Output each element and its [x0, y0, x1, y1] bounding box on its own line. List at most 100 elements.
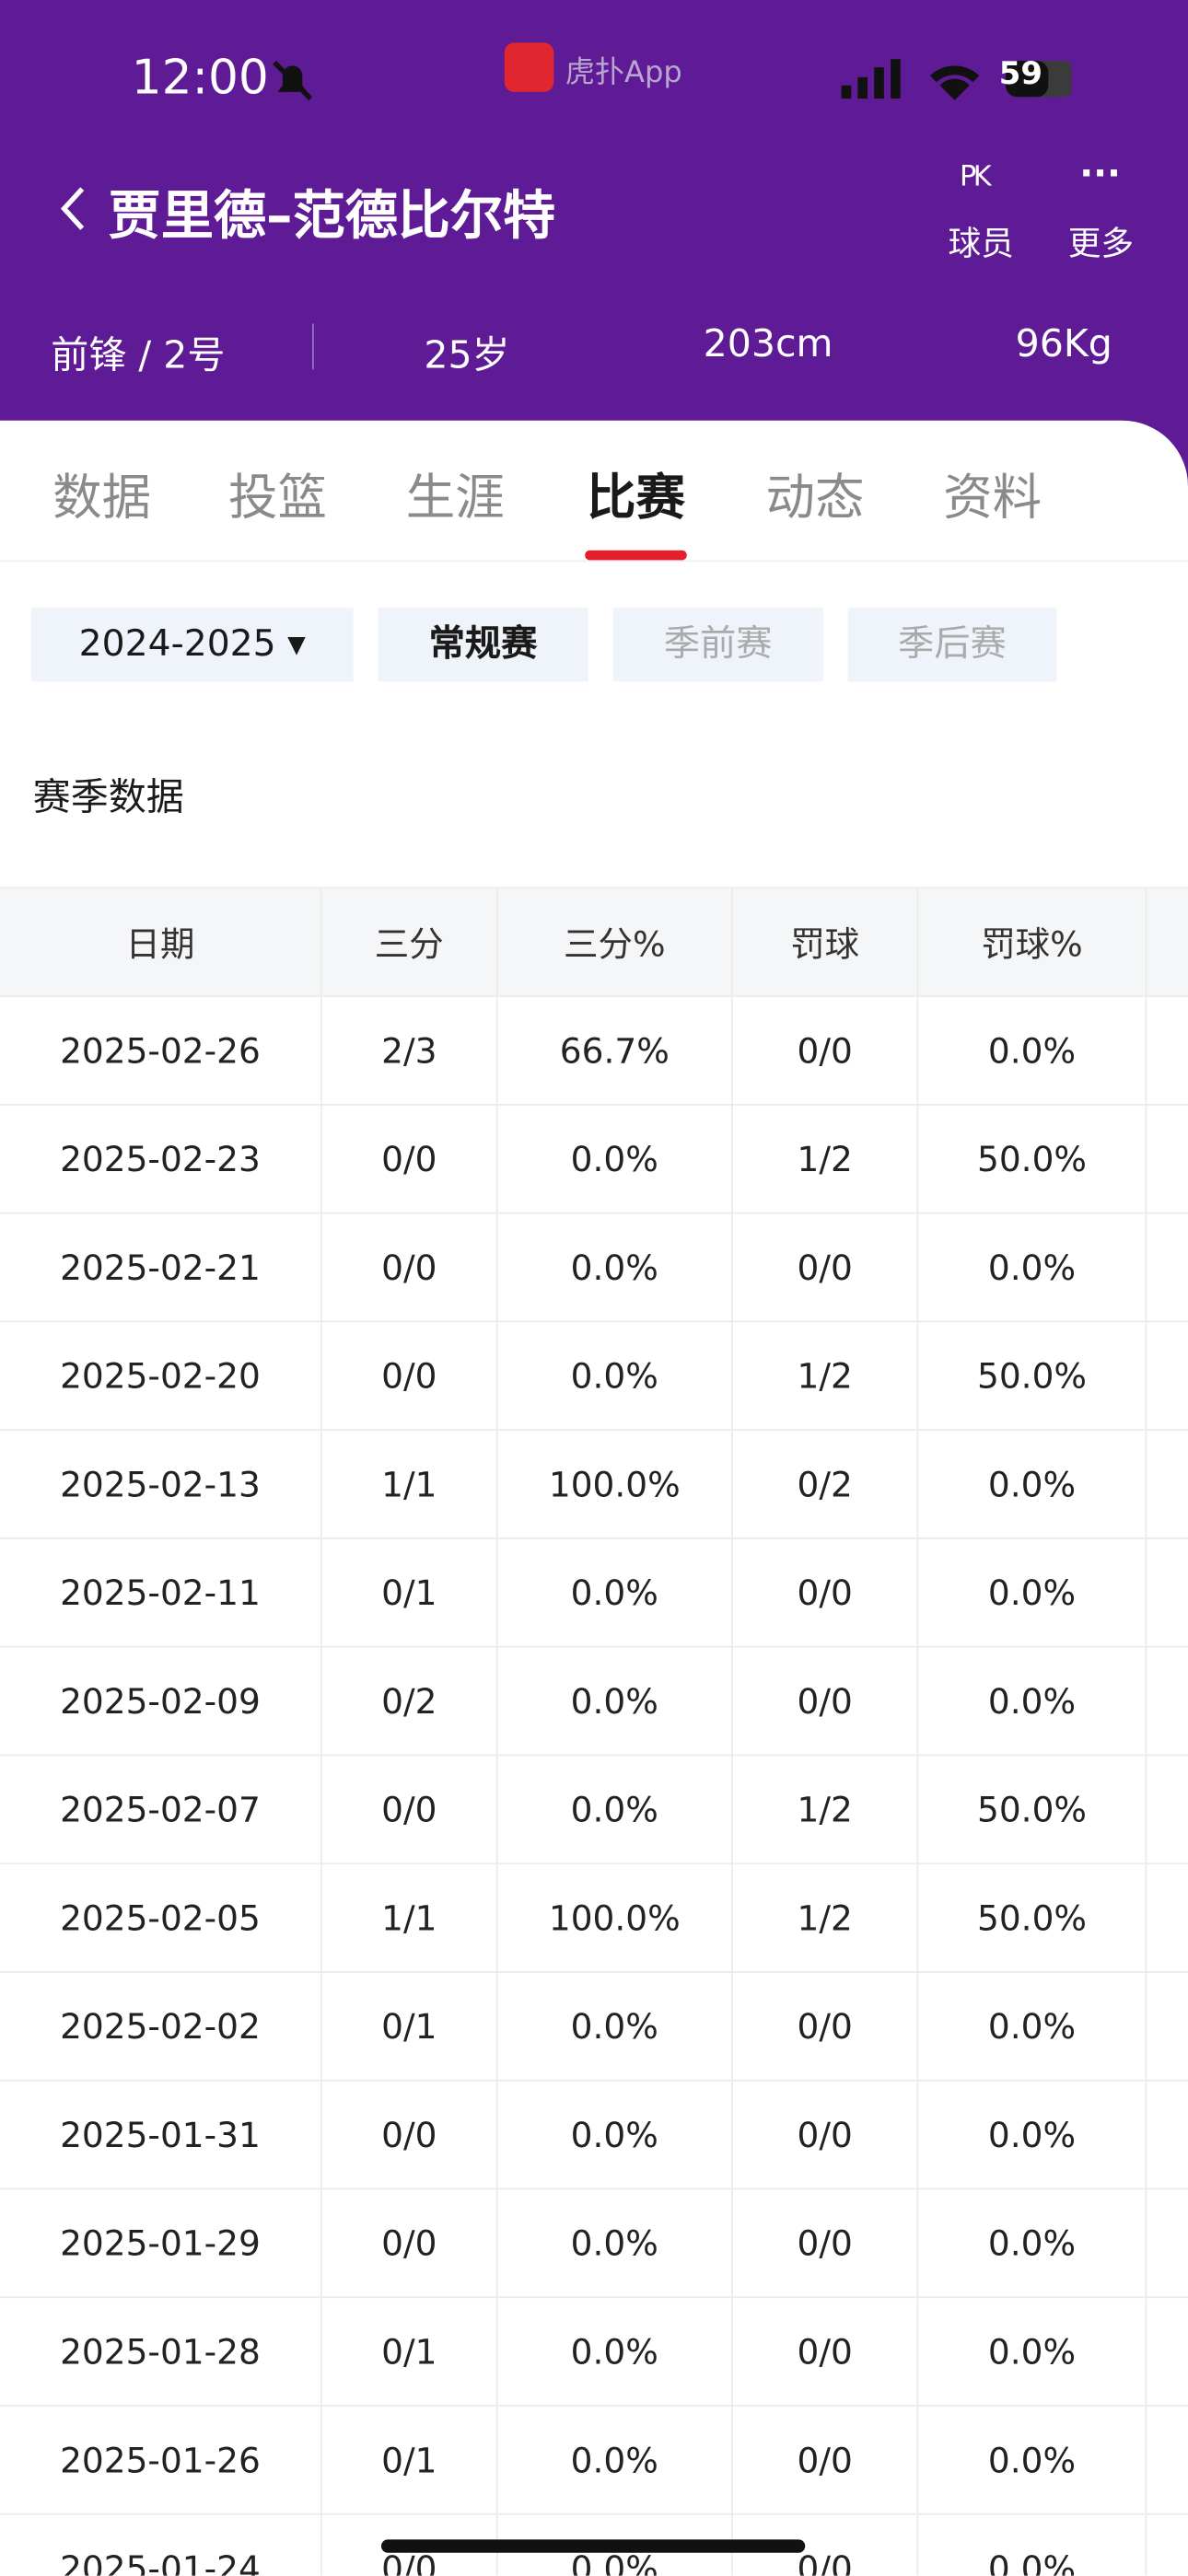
cell — [1145, 2079, 1188, 2190]
cell: 2/3 — [320, 995, 498, 1106]
row: 2025-02-02 0/1 0.0% 0/0 0.0% — [0, 1971, 1188, 2082]
status-icons — [841, 59, 1072, 100]
app-name: 虎扑App — [565, 55, 682, 91]
cell: 0/1 — [320, 2296, 498, 2407]
column-header: 罚球% — [916, 887, 1147, 998]
cell: 1/2 — [730, 1754, 919, 1865]
tab[interactable]: 动态 — [765, 470, 865, 528]
row: 2025-01-28 0/1 0.0% 0/0 0.0% — [0, 2296, 1188, 2407]
season: 2024-2025 — [78, 624, 276, 666]
row: 2025-02-07 0/0 0.0% 1/2 50.0% — [0, 1754, 1188, 1865]
row: 2025-02-23 0/0 0.0% 1/2 50.0% — [0, 1104, 1188, 1214]
season-select[interactable]: 2024-2025 ▾ — [30, 608, 354, 682]
mute-icon — [273, 60, 313, 100]
cell: 0.0% — [916, 2187, 1147, 2299]
app-icon — [504, 42, 554, 92]
cell — [1145, 1212, 1188, 1323]
cell: 50.0% — [916, 1104, 1147, 1214]
cell: 2025-01-28 — [0, 2296, 322, 2407]
cell: 0/1 — [320, 1971, 498, 2082]
filter-chip[interactable]: 常规赛 — [378, 608, 588, 682]
time: 12:00 — [131, 49, 269, 106]
info: 25岁 — [424, 334, 510, 378]
cell: 0/0 — [320, 2079, 498, 2190]
tab[interactable]: 投篮 — [228, 470, 328, 528]
tab-border — [0, 560, 1188, 563]
cell: 0/0 — [730, 1212, 919, 1323]
cell: 0.0% — [495, 2405, 733, 2515]
cell — [1145, 2405, 1188, 2515]
cell: 0/0 — [730, 2079, 919, 2190]
cell: 0.0% — [495, 1971, 733, 2082]
column-header: 日期 — [0, 887, 322, 998]
cell: 0/0 — [320, 1754, 498, 1865]
cell: 0.0% — [916, 1645, 1147, 1757]
cell: 0/2 — [320, 1645, 498, 1757]
cell: 2025-02-07 — [0, 1754, 322, 1865]
info: 前锋 / 2号 — [51, 334, 226, 378]
row: 2025-02-20 0/0 0.0% 1/2 50.0% — [0, 1320, 1188, 1432]
cell: 1/1 — [320, 1429, 498, 1539]
back-button[interactable] — [56, 184, 96, 234]
cell: 0.0% — [916, 2296, 1147, 2407]
cell: 0/0 — [320, 1104, 498, 1214]
cell: 50.0% — [916, 1320, 1147, 1432]
cell — [1145, 995, 1188, 1106]
cell: 2025-02-20 — [0, 1320, 322, 1432]
cell: 1/1 — [320, 1862, 498, 1973]
cell: 0/1 — [320, 2405, 498, 2515]
pk-icon[interactable]: PK — [959, 160, 992, 194]
cell: 0/0 — [730, 1971, 919, 2082]
cell: 0/0 — [730, 2187, 919, 2299]
tab[interactable]: 生涯 — [405, 470, 505, 528]
cell: 0.0% — [495, 2296, 733, 2407]
cell: 2025-02-21 — [0, 1212, 322, 1323]
cell: 1/2 — [730, 1104, 919, 1214]
filter-chip[interactable]: 季前赛 — [612, 608, 823, 682]
row: 2025-01-26 0/1 0.0% 0/0 0.0% — [0, 2405, 1188, 2515]
cell — [1145, 1104, 1188, 1214]
cell: 2025-02-11 — [0, 1537, 322, 1648]
row: 2025-02-11 0/1 0.0% 0/0 0.0% — [0, 1537, 1188, 1648]
cell: 2025-02-13 — [0, 1429, 322, 1539]
cell: 0/0 — [730, 1645, 919, 1757]
tab[interactable]: 比赛 — [586, 470, 686, 528]
cell: 0.0% — [916, 995, 1147, 1106]
more-icon[interactable]: ··· — [1079, 154, 1121, 196]
cell: 2025-01-31 — [0, 2079, 322, 2190]
stats-table: 日期 三分 三分% 罚球 罚球% 2025-02-26 2/3 66.7% 0/0 0.0% 202… — [0, 887, 1188, 2576]
cell: 0/1 — [320, 1537, 498, 1648]
tab[interactable]: 资料 — [943, 470, 1042, 528]
header-row: 日期 三分 三分% 罚球 罚球% — [0, 887, 1188, 998]
cell — [1145, 1971, 1188, 2082]
cell: 1/2 — [730, 1320, 919, 1432]
cell: 0/0 — [320, 1212, 498, 1323]
row: 2025-01-31 0/0 0.0% 0/0 0.0% — [0, 2079, 1188, 2190]
row: 2025-01-29 0/0 0.0% 0/0 0.0% — [0, 2187, 1188, 2299]
cell — [1145, 1645, 1188, 1757]
action-label[interactable]: 更多 — [1067, 223, 1135, 263]
cell: 0.0% — [495, 1212, 733, 1323]
info: 96Kg — [1015, 323, 1112, 366]
cell: 0.0% — [916, 1971, 1147, 2082]
cell — [1145, 2296, 1188, 2407]
cell: 2025-01-24 — [0, 2512, 322, 2576]
cell: 0/2 — [730, 1429, 919, 1539]
cell: 50.0% — [916, 1862, 1147, 1973]
cell: 2025-01-29 — [0, 2187, 322, 2299]
row: 2025-02-21 0/0 0.0% 0/0 0.0% — [0, 1212, 1188, 1323]
cell: 0.0% — [916, 1429, 1147, 1539]
cell: 0.0% — [495, 1104, 733, 1214]
action-label[interactable]: 球员 — [948, 223, 1014, 263]
home-indicator — [380, 2539, 806, 2553]
column-header: 三分% — [495, 887, 733, 998]
tab[interactable]: 数据 — [52, 470, 152, 528]
column-header: 三分 — [320, 887, 498, 998]
column-header: 罚球 — [730, 887, 919, 998]
filter-chip[interactable]: 季后赛 — [847, 608, 1057, 682]
cell — [1145, 1429, 1188, 1539]
cell: 2025-02-05 — [0, 1862, 322, 1973]
cell: 100.0% — [495, 1429, 733, 1539]
